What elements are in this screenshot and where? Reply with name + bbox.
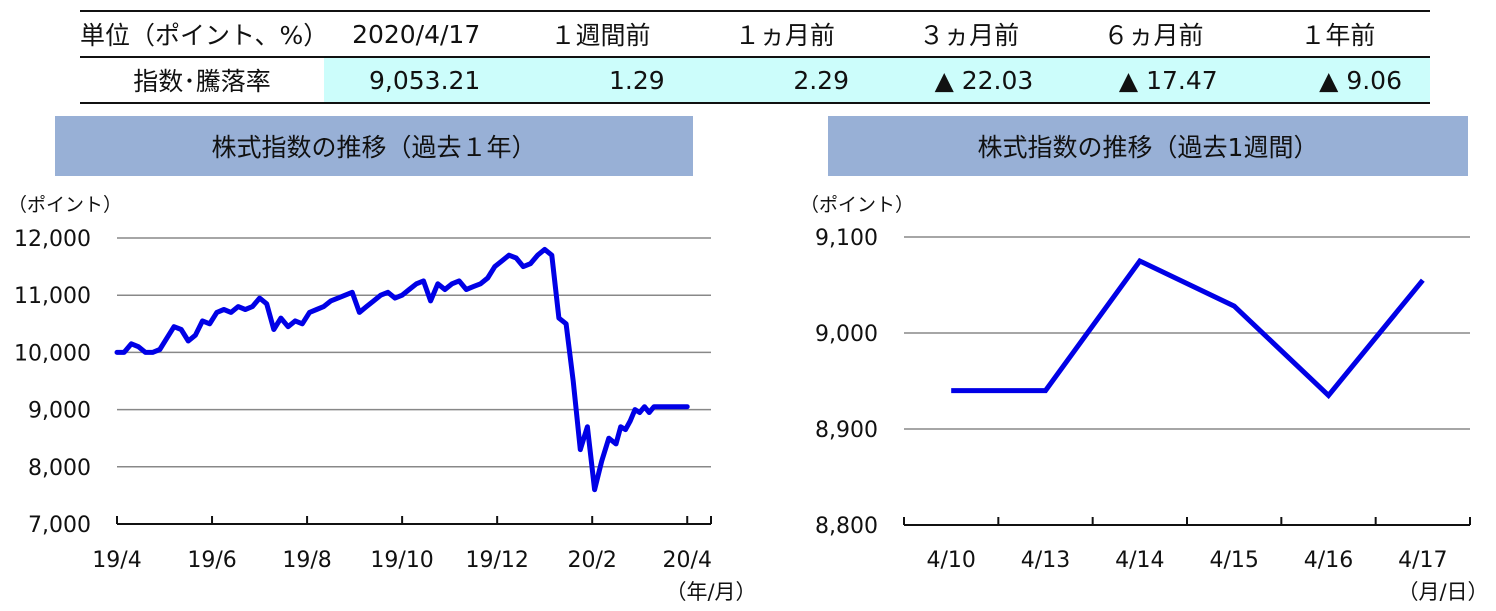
row-label: 指数･騰落率 [80, 56, 324, 103]
y-tick-label: 11,000 [14, 284, 91, 309]
x-tick-label: 19/12 [465, 548, 528, 573]
summary-table: 単位（ポイント、%） 2020/4/17 １週間前 １ヵ月前 ３ヵ月前 ６ヵ月前… [80, 10, 1430, 103]
x-tick-label: 19/8 [282, 548, 331, 573]
col-header-1y: １年前 [1300, 21, 1376, 50]
unit-label: 単位（ポイント、%） [80, 21, 324, 50]
x-tick-label: 4/10 [926, 548, 975, 573]
summary-header-row: 単位（ポイント、%） 2020/4/17 １週間前 １ヵ月前 ３ヵ月前 ６ヵ月前… [80, 11, 1430, 57]
y-tick-label: 8,000 [28, 456, 91, 481]
value-3m: ▲ 22.03 [876, 56, 1062, 103]
chart-1w: （ポイント） 8,800 8,900 9,000 9,100 4/10 4/13 4/14… [800, 194, 1489, 604]
series-line-1w [951, 257, 1425, 400]
y-tick-label: 9,100 [815, 226, 878, 251]
y-tick-label: 8,800 [815, 514, 878, 539]
x-tick-label: 19/4 [92, 548, 141, 573]
y-tick-label: 9,000 [815, 322, 878, 347]
x-tick-label: 19/6 [187, 548, 236, 573]
chart-1w-x-unit: （月/日） [1397, 580, 1488, 604]
value-current: 9,053.21 [324, 56, 509, 103]
value-1m: 2.29 [692, 56, 877, 103]
x-tick-label: 4/17 [1398, 548, 1447, 573]
y-tick-label: 12,000 [14, 227, 91, 252]
chart-1y-x-unit: （年/月） [665, 580, 756, 604]
x-tick-label: 4/15 [1209, 548, 1258, 573]
chart-1y-y-unit: （ポイント） [8, 194, 122, 216]
chart-1w-y-unit: （ポイント） [800, 194, 914, 216]
x-tick-label: 20/2 [567, 548, 616, 573]
value-1w: 1.29 [508, 56, 693, 103]
x-tick-label: 19/10 [370, 548, 433, 573]
y-tick-label: 7,000 [28, 513, 91, 538]
chart-1w-title: 株式指数の推移（過去1週間） [828, 116, 1468, 176]
series-line-1y [114, 246, 690, 493]
x-tick-label: 20/4 [663, 548, 712, 573]
x-tick-label: 4/16 [1304, 548, 1353, 573]
col-header-3m: ３ヵ月前 [919, 21, 1020, 50]
col-header-current: 2020/4/17 [352, 19, 481, 49]
summary-value-row: 指数･騰落率 9,053.21 1.29 2.29 ▲ 22.03 ▲ 17.4… [80, 56, 1430, 103]
value-6m: ▲ 17.47 [1061, 56, 1246, 103]
chart-1y-title: 株式指数の推移（過去１年） [55, 116, 693, 176]
x-tick-label: 4/14 [1115, 548, 1164, 573]
col-header-1m: １ヵ月前 [734, 21, 835, 50]
y-tick-label: 10,000 [14, 341, 91, 366]
value-1y: ▲ 9.06 [1245, 56, 1430, 103]
col-header-6m: ６ヵ月前 [1103, 21, 1204, 50]
x-tick-label: 4/13 [1021, 548, 1070, 573]
y-tick-label: 9,000 [28, 399, 91, 424]
col-header-1w: １週間前 [550, 21, 651, 50]
y-tick-label: 8,900 [815, 418, 878, 443]
chart-1y: （ポイント） 7,000 8,000 9,000 10,000 11,000 12,000… [8, 194, 757, 604]
